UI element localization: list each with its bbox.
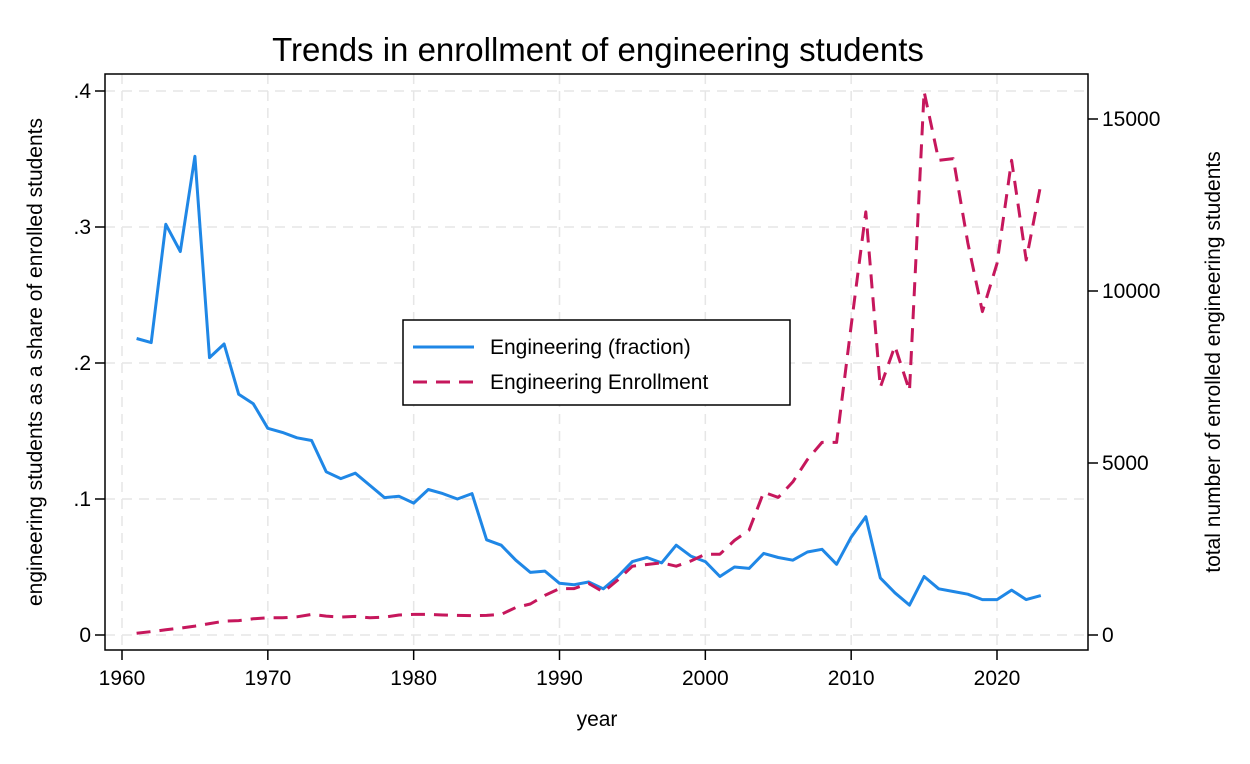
series-layer — [136, 90, 1043, 635]
x-axis-label: year — [577, 708, 618, 731]
plot-frame — [104, 73, 1089, 651]
legend-label-fraction: Engineering (fraction) — [490, 336, 691, 359]
x-tick-label: 1960 — [99, 667, 146, 690]
x-tick-label: 2010 — [828, 667, 875, 690]
y-tick-label: .1 — [73, 488, 91, 511]
grid-lines — [105, 74, 1088, 650]
y2-tick-label: 5000 — [1102, 452, 1149, 475]
y-tick-label: .2 — [73, 352, 91, 375]
y-tick-label: .4 — [73, 80, 91, 103]
x-axis: 1960 1970 1980 1990 2000 2010 2020 — [99, 650, 1021, 690]
y-axis-right: 0 5000 10000 15000 — [1088, 108, 1160, 647]
y2-tick-label: 15000 — [1102, 108, 1160, 131]
series-line-enrollment — [136, 90, 1043, 635]
y2-tick-label: 0 — [1102, 624, 1114, 647]
y-axis-left: 0 .1 .2 .3 .4 — [73, 80, 105, 647]
x-tick-label: 1980 — [390, 667, 437, 690]
x-tick-label: 2000 — [682, 667, 729, 690]
x-tick-label: 1970 — [244, 667, 291, 690]
legend: Engineering (fraction) Engineering Enrol… — [402, 319, 791, 406]
legend-label-enrollment: Engineering Enrollment — [490, 371, 708, 394]
y-tick-label: 0 — [79, 624, 91, 647]
chart-title: Trends in enrollment of engineering stud… — [272, 31, 924, 68]
legend-box — [402, 319, 791, 406]
x-tick-label: 2020 — [974, 667, 1021, 690]
y-axis-left-label: engineering students as a share of enrol… — [24, 118, 47, 606]
x-tick-label: 1990 — [536, 667, 583, 690]
y2-tick-label: 10000 — [1102, 280, 1160, 303]
y-axis-right-label: total number of enrolled engineering stu… — [1202, 151, 1225, 572]
y-tick-label: .3 — [73, 216, 91, 239]
